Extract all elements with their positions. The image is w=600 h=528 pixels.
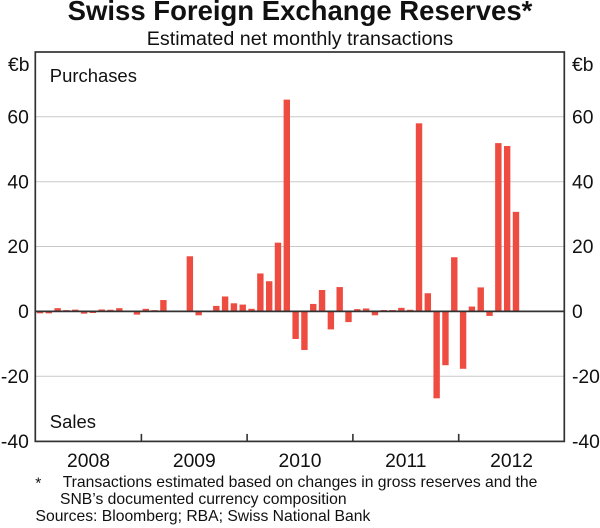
svg-text:Sources: Bloomberg; RBA; Swiss: Sources: Bloomberg; RBA; Swiss National … — [36, 508, 371, 525]
svg-text:-20: -20 — [1, 367, 29, 388]
svg-text:Sales: Sales — [50, 411, 96, 432]
svg-text:€b: €b — [572, 55, 593, 76]
svg-text:*: * — [35, 475, 41, 492]
svg-text:Transactions estimated based o: Transactions estimated based on changes … — [63, 474, 538, 491]
svg-text:40: 40 — [572, 172, 593, 193]
svg-text:-20: -20 — [572, 367, 600, 388]
svg-text:Estimated net monthly transact: Estimated net monthly transactions — [147, 28, 454, 50]
svg-text:2009: 2009 — [173, 451, 216, 472]
svg-text:60: 60 — [572, 108, 593, 129]
svg-text:20: 20 — [572, 237, 593, 258]
svg-text:Purchases: Purchases — [50, 65, 137, 86]
svg-text:0: 0 — [18, 302, 29, 323]
svg-text:-40: -40 — [572, 432, 600, 453]
svg-text:SNB’s documented currency comp: SNB’s documented currency composition — [60, 491, 347, 508]
svg-text:0: 0 — [572, 302, 583, 323]
svg-text:Swiss Foreign Exchange Reserve: Swiss Foreign Exchange Reserves* — [68, 0, 533, 26]
svg-text:2008: 2008 — [67, 451, 110, 472]
svg-text:60: 60 — [7, 108, 28, 129]
svg-text:2011: 2011 — [385, 451, 426, 472]
svg-text:-40: -40 — [1, 432, 29, 453]
svg-text:2012: 2012 — [490, 451, 533, 472]
svg-text:€b: €b — [8, 55, 29, 76]
svg-text:20: 20 — [7, 237, 28, 258]
svg-text:2010: 2010 — [279, 451, 322, 472]
svg-text:40: 40 — [7, 172, 28, 193]
